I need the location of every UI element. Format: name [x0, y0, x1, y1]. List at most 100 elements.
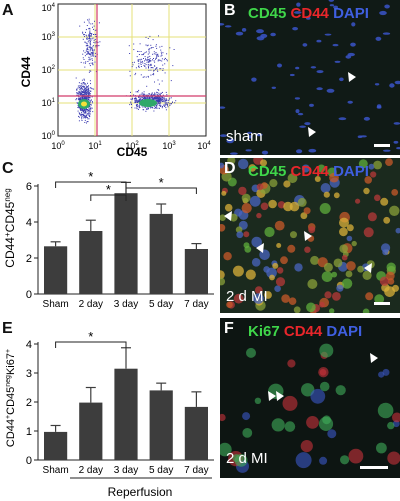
- event-dot: [165, 100, 167, 102]
- event-dot: [156, 98, 157, 99]
- y-tick-2: 102: [42, 65, 56, 75]
- event-dot: [161, 97, 163, 99]
- event-dot: [145, 110, 147, 112]
- event-dot: [89, 31, 91, 33]
- event-dot: [90, 39, 92, 41]
- event-dot: [85, 109, 87, 111]
- e-ylabel: CD44+CD45negKi67+: [5, 349, 17, 447]
- cell: [287, 173, 298, 184]
- event-dot: [145, 44, 147, 46]
- y-tick-label: 2: [26, 397, 32, 409]
- event-dot: [159, 103, 161, 105]
- cell: [232, 454, 241, 463]
- nucleus: [299, 125, 306, 128]
- event-dot: [151, 97, 153, 99]
- event-dot: [155, 107, 157, 109]
- event-dot: [81, 109, 83, 111]
- cell: [363, 187, 370, 195]
- event-dot: [90, 40, 91, 42]
- flow-y-ticks: 100 101 102 103 104: [42, 3, 56, 141]
- panel-f-label: F: [224, 320, 234, 337]
- event-dot: [88, 92, 90, 94]
- stain-cd44: CD44: [290, 5, 329, 22]
- event-dot: [139, 106, 141, 108]
- event-dot: [85, 91, 87, 93]
- event-dot: [94, 52, 96, 54]
- cell: [301, 383, 315, 397]
- event-dot: [152, 53, 154, 55]
- event-dot: [79, 113, 81, 115]
- event-dot: [88, 18, 90, 20]
- event-dot: [160, 99, 162, 101]
- event-dot: [77, 102, 79, 104]
- event-dot: [86, 97, 88, 99]
- cell: [238, 186, 247, 196]
- event-dot: [82, 92, 84, 94]
- event-dot: [86, 53, 88, 55]
- event-dot: [88, 36, 90, 38]
- flow-xlabel: CD45: [117, 145, 148, 158]
- event-dot: [86, 97, 88, 99]
- event-dot: [89, 109, 90, 111]
- significance-star: *: [159, 175, 164, 190]
- event-dot: [90, 87, 92, 89]
- event-dot: [161, 107, 163, 109]
- event-dot: [139, 98, 141, 100]
- event-dot: [86, 51, 88, 53]
- nucleus: [295, 66, 300, 70]
- cell: [269, 274, 275, 281]
- event-dot: [156, 97, 158, 99]
- event-dot: [84, 42, 86, 43]
- event-dot: [151, 47, 153, 49]
- stain-ki67: Ki67: [248, 323, 280, 340]
- event-dot: [77, 107, 79, 108]
- event-dot: [81, 117, 83, 119]
- event-dot: [156, 55, 158, 57]
- event-dot: [157, 100, 159, 102]
- event-dot: [89, 100, 91, 102]
- event-dot: [138, 65, 140, 67]
- event-dot: [140, 51, 142, 52]
- nucleus: [384, 4, 390, 9]
- event-dot: [91, 96, 93, 98]
- event-dot: [157, 98, 159, 100]
- event-dot: [93, 88, 95, 90]
- event-dot: [83, 94, 85, 96]
- event-dot: [164, 99, 166, 101]
- cell: [321, 271, 333, 282]
- stain-cd44: CD44: [290, 163, 329, 180]
- cell: [389, 205, 400, 216]
- nucleus: [230, 152, 238, 155]
- event-dot: [137, 50, 138, 52]
- event-dot: [150, 60, 152, 62]
- event-dot: [152, 97, 154, 99]
- c-ylabel: CD44+CD45neg: [3, 188, 17, 267]
- event-dot: [158, 97, 160, 99]
- stain-cd45: CD45: [248, 163, 287, 180]
- cell: [340, 455, 350, 465]
- event-dot: [83, 98, 85, 100]
- event-dot: [91, 88, 93, 90]
- event-dot: [134, 74, 136, 76]
- cell: [367, 212, 377, 222]
- condition-label-f: 2 d MI: [226, 450, 268, 467]
- event-dot: [165, 100, 167, 102]
- event-dot: [143, 91, 145, 93]
- event-dot: [140, 64, 142, 65]
- cell: [304, 246, 311, 253]
- cell: [264, 291, 272, 299]
- event-dot: [91, 54, 93, 56]
- event-dot: [156, 100, 158, 102]
- event-dot: [138, 66, 139, 68]
- event-dot: [153, 97, 155, 99]
- event-dot: [77, 94, 79, 96]
- cell: [363, 227, 374, 238]
- event-dot: [85, 90, 86, 92]
- event-dot: [132, 97, 134, 99]
- event-dot: [172, 65, 174, 67]
- event-dot: [86, 121, 88, 123]
- event-dot: [158, 92, 160, 94]
- cell: [283, 201, 293, 212]
- cell: [303, 207, 311, 215]
- cell: [287, 359, 296, 368]
